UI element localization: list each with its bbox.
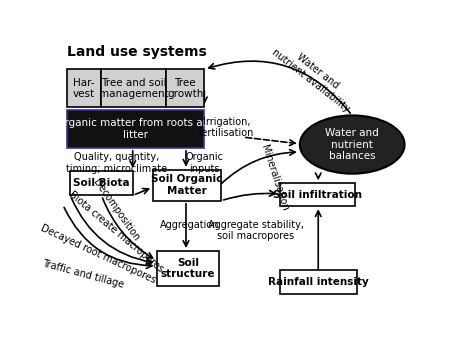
Text: Soil Organic
Matter: Soil Organic Matter	[151, 174, 223, 196]
Text: Soil Biota: Soil Biota	[73, 178, 130, 188]
Text: Water and
nutrient availability: Water and nutrient availability	[270, 38, 359, 114]
FancyBboxPatch shape	[156, 251, 219, 286]
Text: Quality, quantity,
timing; microclimate: Quality, quantity, timing; microclimate	[65, 152, 167, 174]
Text: Irrigation,
fertilisation: Irrigation, fertilisation	[199, 117, 254, 138]
FancyBboxPatch shape	[70, 171, 133, 195]
Text: Organic matter from roots and
litter: Organic matter from roots and litter	[55, 118, 215, 140]
Text: Decomposition: Decomposition	[91, 177, 141, 243]
Text: Tree
growth: Tree growth	[167, 77, 203, 99]
Text: Soil
structure: Soil structure	[161, 258, 215, 279]
FancyBboxPatch shape	[66, 110, 204, 148]
FancyBboxPatch shape	[101, 69, 166, 107]
Text: Biota create macropores: Biota create macropores	[67, 190, 165, 274]
Text: Water and
nutrient
balances: Water and nutrient balances	[325, 128, 379, 161]
FancyBboxPatch shape	[280, 183, 355, 206]
Text: Decayed root macropores: Decayed root macropores	[38, 222, 157, 285]
Text: Mineralisation: Mineralisation	[259, 144, 290, 212]
Text: Soil infiltration: Soil infiltration	[273, 190, 362, 200]
Text: Har-
vest: Har- vest	[73, 77, 95, 99]
Text: Rainfall intensity: Rainfall intensity	[268, 277, 369, 287]
FancyBboxPatch shape	[153, 170, 221, 201]
Text: Organic
inputs: Organic inputs	[185, 152, 223, 174]
Text: Traffic and tillage: Traffic and tillage	[41, 258, 125, 290]
Text: Tree and soil
management: Tree and soil management	[99, 77, 169, 99]
Text: Aggregation: Aggregation	[160, 220, 219, 230]
FancyBboxPatch shape	[280, 270, 357, 294]
FancyBboxPatch shape	[66, 69, 101, 107]
FancyBboxPatch shape	[166, 69, 204, 107]
Text: Aggregate stability,
soil macropores: Aggregate stability, soil macropores	[208, 220, 304, 241]
Text: Land use systems: Land use systems	[66, 45, 206, 59]
Ellipse shape	[300, 115, 405, 174]
